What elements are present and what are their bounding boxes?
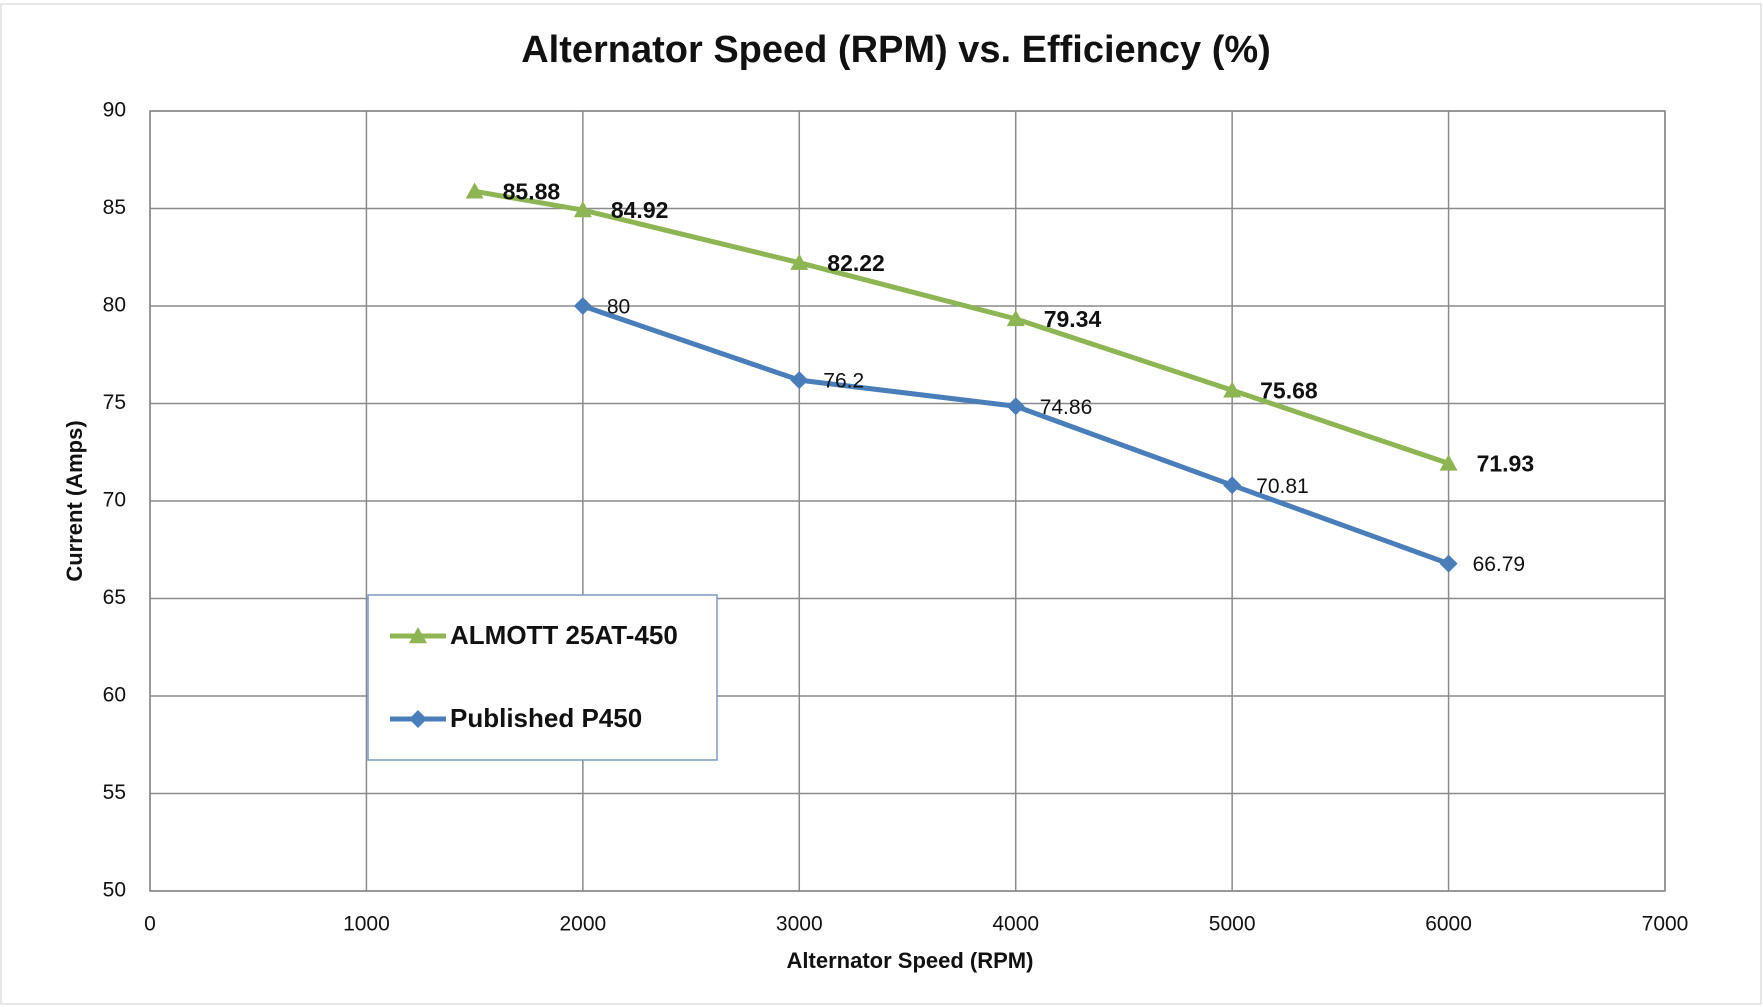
y-tick-label: 85	[103, 196, 126, 219]
data-label: 80	[607, 296, 630, 319]
y-tick-label: 65	[103, 586, 126, 609]
triangle-marker	[573, 201, 592, 218]
y-tick-label: 50	[103, 879, 126, 902]
diamond-marker	[790, 371, 809, 390]
x-tick-label: 1000	[343, 913, 390, 936]
y-tick-label: 70	[103, 489, 126, 512]
y-tick-label: 75	[103, 391, 126, 414]
legend-label: Published P450	[450, 703, 642, 733]
triangle-marker	[409, 627, 427, 644]
data-label: 74.86	[1040, 396, 1093, 419]
triangle-marker	[1006, 309, 1025, 327]
diamond-marker	[1006, 397, 1025, 416]
triangle-marker	[1223, 381, 1242, 398]
series-line	[474, 188, 1450, 466]
x-tick-label: 5000	[1209, 913, 1256, 936]
x-tick-label: 6000	[1425, 913, 1472, 936]
legend-box	[367, 594, 718, 761]
data-label: 71.93	[1477, 450, 1535, 476]
x-tick-label: 7000	[1642, 913, 1689, 936]
diamond-marker	[1223, 476, 1242, 495]
diamond-marker	[409, 710, 427, 728]
x-axis-label: Alternator Speed (RPM)	[787, 948, 1034, 973]
x-tick-label: 3000	[776, 913, 823, 936]
y-axis-label: Current (Amps)	[62, 420, 87, 581]
diamond-marker	[573, 297, 592, 315]
data-label: 85.88	[503, 178, 561, 204]
data-label: 70.81	[1256, 475, 1309, 498]
data-label: 79.34	[1044, 306, 1102, 332]
chart-title: Alternator Speed (RPM) vs. Efficiency (%…	[521, 29, 1271, 71]
x-tick-label: 0	[144, 913, 156, 936]
triangle-marker	[1439, 454, 1458, 471]
legend-label: ALMOTT 25AT-450	[450, 620, 678, 650]
data-label: 66.79	[1473, 553, 1526, 576]
x-tick-label: 2000	[559, 913, 606, 936]
x-tick-label: 4000	[992, 913, 1039, 936]
data-label: 84.92	[611, 197, 669, 223]
data-label: 82.22	[827, 250, 885, 276]
data-label: 75.68	[1260, 377, 1318, 403]
y-tick-label: 80	[103, 294, 126, 317]
y-tick-label: 60	[103, 684, 126, 707]
data-label: 76.2	[823, 370, 864, 393]
y-tick-label: 55	[103, 781, 126, 804]
triangle-marker	[465, 182, 484, 199]
triangle-marker	[790, 253, 809, 270]
diamond-marker	[1439, 554, 1458, 573]
y-tick-label: 90	[103, 99, 126, 122]
